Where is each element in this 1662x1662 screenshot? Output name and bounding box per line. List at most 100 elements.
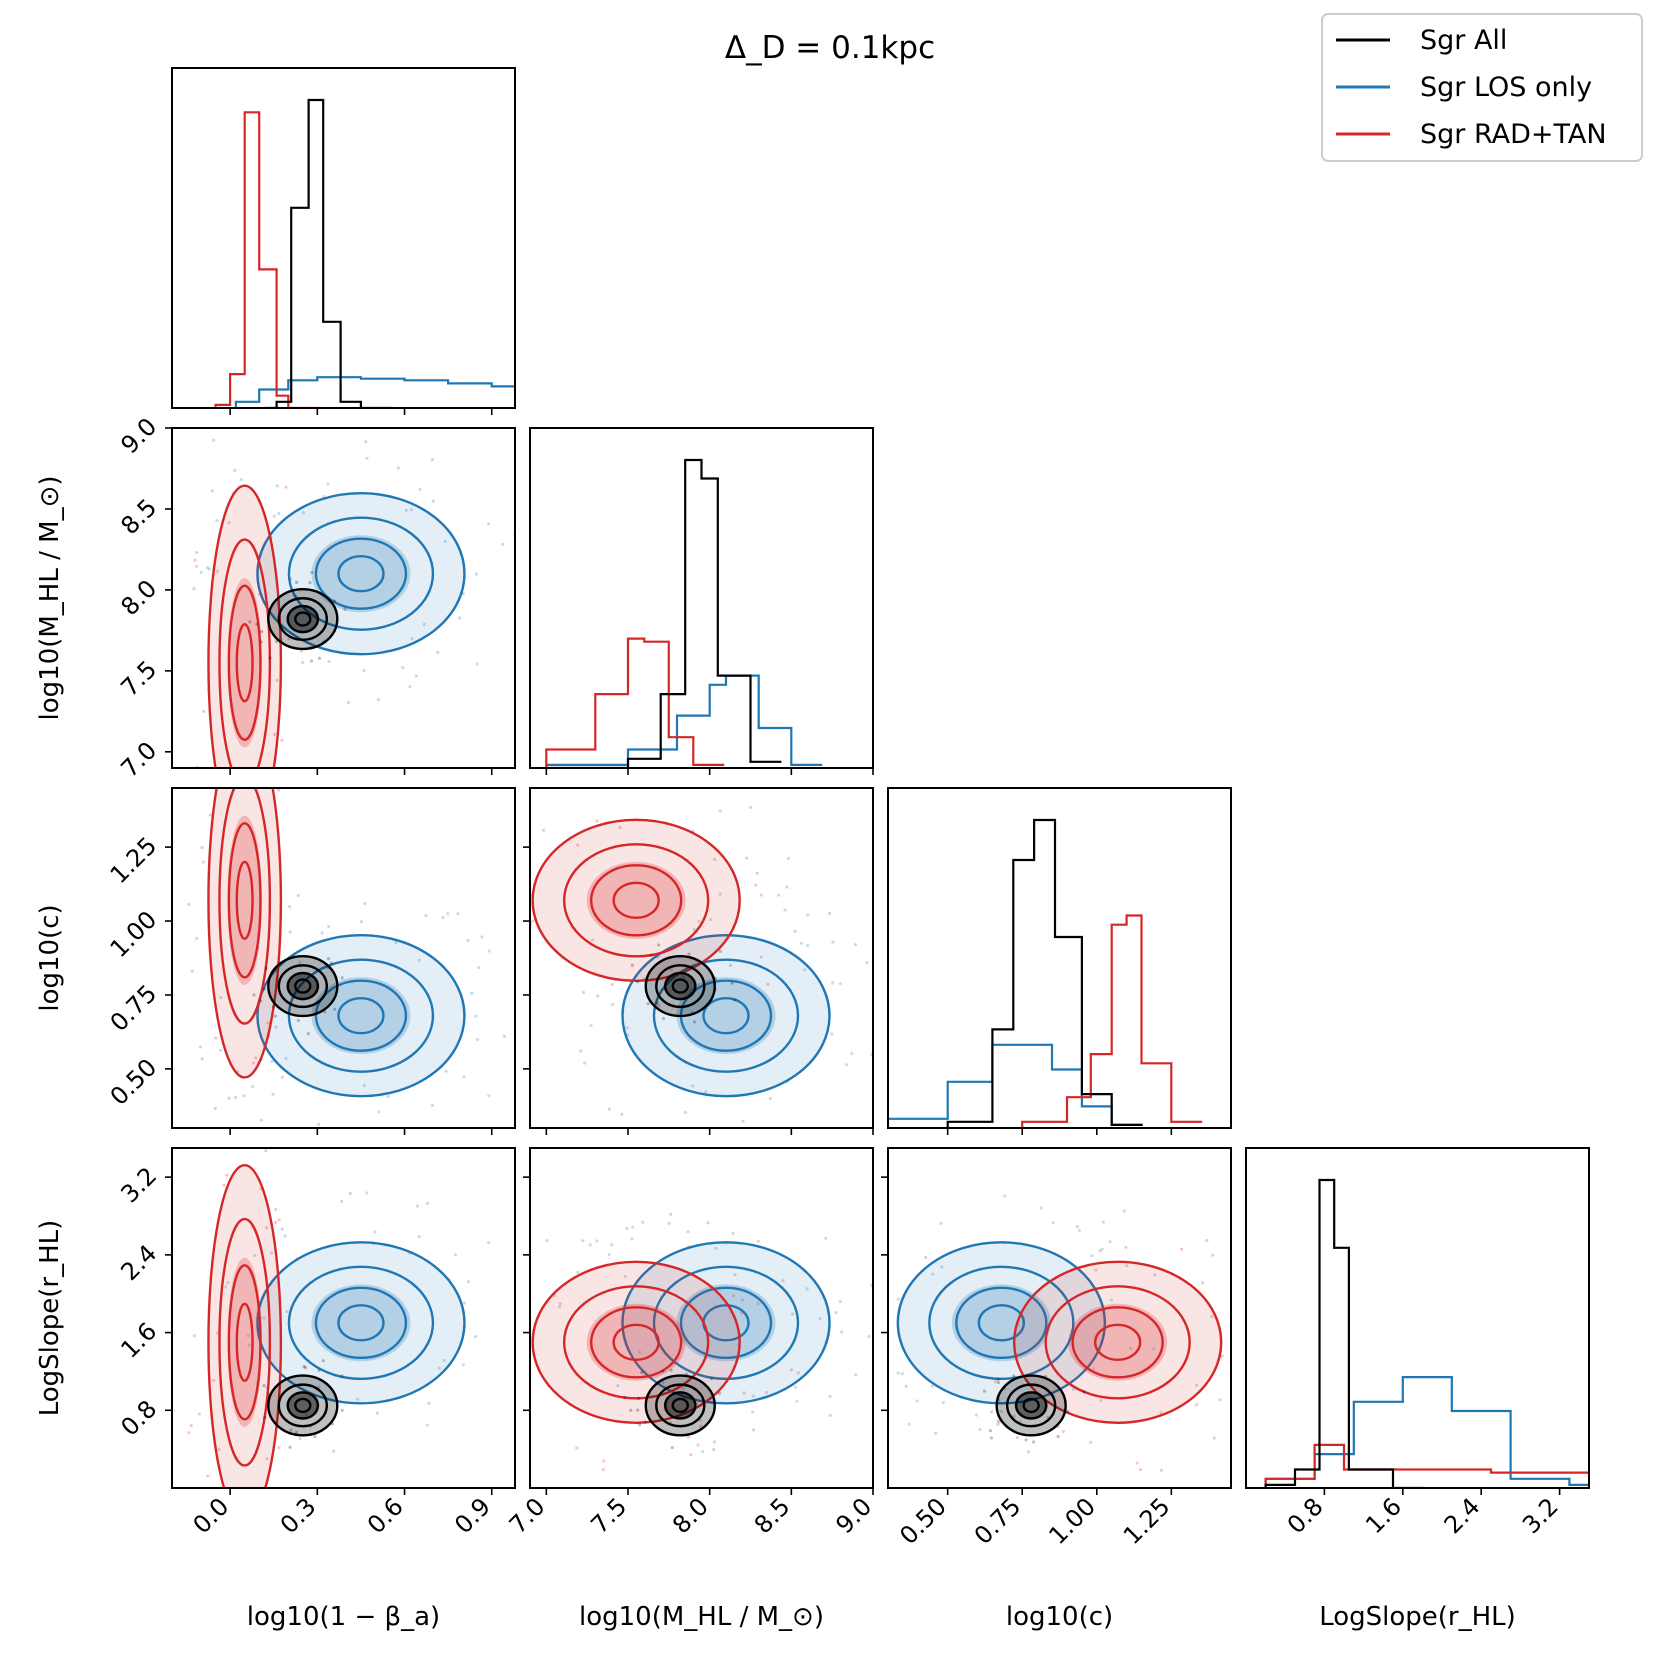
panel-frame: [171, 1147, 516, 1489]
scatter-point-sgr-los-only: [301, 511, 305, 515]
contour-sgr-rad-tan-level-2: [1044, 1285, 1191, 1400]
scatter-point-sgr-rad-tan: [1211, 1253, 1215, 1257]
scatter-point-sgr-all: [302, 1365, 306, 1369]
scatter-point-sgr-los-only: [590, 938, 595, 942]
hist-mass-sgr-all: [546, 458, 782, 768]
scatter-point-sgr-rad-tan: [201, 860, 205, 864]
scatter-point-sgr-rad-tan: [581, 990, 586, 994]
scatter-point-sgr-rad-tan: [610, 982, 614, 987]
x-tick-label-c: 1.00: [1043, 1492, 1101, 1550]
scatter-point-sgr-rad-tan: [287, 905, 292, 909]
panel-body: [1264, 1178, 1589, 1488]
contour-sgr-rad-tan-level-3: [227, 822, 262, 979]
y-tick-label-c: 1.00: [105, 905, 163, 963]
scatter-point-sgr-los-only: [579, 1049, 583, 1053]
hist-beta-sgr-rad-tan: [214, 111, 320, 408]
scatter-point-sgr-los-only: [340, 1199, 344, 1203]
scatter-point-sgr-los-only: [408, 685, 412, 689]
scatter-point-sgr-los-only: [974, 1413, 978, 1417]
scatter-point-sgr-los-only: [239, 477, 243, 482]
scatter-point-sgr-all: [288, 1445, 292, 1449]
panel-slope-slope: 0.8 1.6 2.4 3.2: [1245, 1147, 1590, 1539]
scatter-point-sgr-los-only: [607, 1107, 611, 1111]
contour-sgr-rad-tan-level-2: [562, 1285, 710, 1400]
panels: 7.0 7.5 8.0 8.5 9.0 0.50 0.75 1.00 1.25 0.0 0.3 0.6…: [35, 67, 1590, 1632]
scatter-point-sgr-los-only: [879, 1013, 882, 1016]
scatter-point-sgr-rad-tan: [221, 1582, 224, 1585]
hist-beta-sgr-los-only: [234, 376, 515, 408]
scatter-point-sgr-los-only: [690, 1084, 695, 1088]
scatter-point-sgr-los-only: [824, 1236, 828, 1240]
scatter-point-sgr-los-only: [840, 1330, 844, 1334]
x-tick-label-slope: 0.8: [1282, 1492, 1329, 1539]
y-tick-label-c: 0.50: [105, 1053, 163, 1111]
scatter-point-sgr-los-only: [907, 1422, 911, 1426]
scatter-point-sgr-all: [255, 622, 259, 626]
scatter-point-sgr-los-only: [466, 1280, 471, 1284]
scatter-point-sgr-los-only: [1001, 1240, 1005, 1245]
scatter-point-sgr-all: [733, 998, 737, 1002]
x-axis-label-c: log10(c): [1006, 1602, 1113, 1632]
scatter-point-sgr-rad-tan: [1236, 1253, 1239, 1256]
scatter-point-sgr-los-only: [805, 913, 810, 917]
scatter-point-sgr-los-only: [638, 1350, 642, 1354]
scatter-point-sgr-los-only: [376, 698, 381, 702]
contour-sgr-los-only-level-3: [955, 1286, 1048, 1360]
scatter-point-sgr-los-only: [425, 1201, 430, 1205]
scatter-point-sgr-rad-tan: [214, 1036, 218, 1040]
scatter-point-sgr-rad-tan: [277, 1218, 281, 1222]
hist-slope-sgr-los-only: [1264, 1376, 1589, 1488]
scatter-point-sgr-los-only: [442, 1358, 446, 1363]
contour-sgr-rad-tan-level-1: [207, 484, 283, 768]
scatter-point-sgr-los-only: [441, 916, 445, 920]
scatter-point-sgr-los-only: [447, 1277, 451, 1281]
contour-sgr-rad-tan-level-4: [235, 860, 254, 941]
scatter-point-sgr-rad-tan: [266, 1021, 270, 1025]
scatter-point-sgr-los-only: [879, 1411, 882, 1414]
contour-sgr-los-only-level-4: [337, 1304, 385, 1342]
y-tick-label-slope: 0.8: [115, 1395, 162, 1442]
scatter-point-sgr-los-only: [409, 508, 413, 512]
density-core-sgr-all: [663, 1391, 697, 1420]
scatter-point-sgr-all: [636, 980, 640, 984]
scatter-point-sgr-all: [259, 640, 263, 644]
contour-sgr-los-only-level-1: [896, 1241, 1107, 1405]
scatter-point-sgr-rad-tan: [510, 1418, 513, 1421]
scatter-point-sgr-los-only: [247, 1343, 251, 1347]
scatter-point-sgr-los-only: [284, 1056, 288, 1061]
contour-sgr-los-only-level-1: [621, 933, 831, 1098]
scatter-point-sgr-los-only: [430, 458, 434, 462]
scatter-point-sgr-rad-tan: [691, 829, 695, 833]
scatter-point-sgr-all: [296, 1018, 301, 1023]
contour-sgr-all-level-1: [995, 1374, 1067, 1437]
scatter-point-sgr-los-only: [364, 440, 368, 444]
scatter-point-sgr-los-only: [830, 1032, 834, 1036]
contour-sgr-all-level-2: [655, 964, 706, 1009]
scatter-point-sgr-all: [1066, 1409, 1070, 1414]
x-tick-label-beta: 0.9: [449, 1492, 496, 1539]
panel-frame: [529, 427, 874, 769]
scatter-point-sgr-los-only: [250, 1085, 255, 1089]
scatter-point-sgr-los-only: [298, 1436, 302, 1441]
contour-sgr-rad-tan-level-2: [562, 843, 710, 958]
scatter-point-sgr-los-only: [470, 991, 474, 996]
scatter-point-sgr-rad-tan: [1138, 1467, 1143, 1472]
scatter-point-sgr-los-only: [246, 1334, 250, 1338]
scatter-point-sgr-los-only: [462, 1074, 466, 1079]
scatter-point-sgr-rad-tan: [195, 936, 199, 941]
scatter-point-sgr-los-only: [258, 592, 262, 596]
scatter-point-sgr-rad-tan: [595, 994, 600, 998]
y-tick-label-mass: 8.0: [115, 574, 162, 621]
scatter-point-sgr-rad-tan: [257, 1489, 260, 1492]
scatter-point-sgr-rad-tan: [706, 1221, 710, 1225]
scatter-point-sgr-los-only: [689, 1132, 692, 1135]
scatter-point-sgr-los-only: [931, 1272, 935, 1276]
contour-sgr-all-level-3: [286, 971, 320, 1001]
scatter-point-sgr-rad-tan: [242, 1600, 245, 1603]
scatter-point-sgr-rad-tan: [225, 1173, 229, 1177]
scatter-point-sgr-rad-tan: [273, 774, 276, 777]
contour-sgr-all-level-3: [664, 971, 697, 1001]
legend-label-los: Sgr LOS only: [1420, 72, 1592, 103]
scatter-point-sgr-los-only: [404, 508, 408, 512]
scatter-point-sgr-rad-tan: [745, 856, 749, 860]
